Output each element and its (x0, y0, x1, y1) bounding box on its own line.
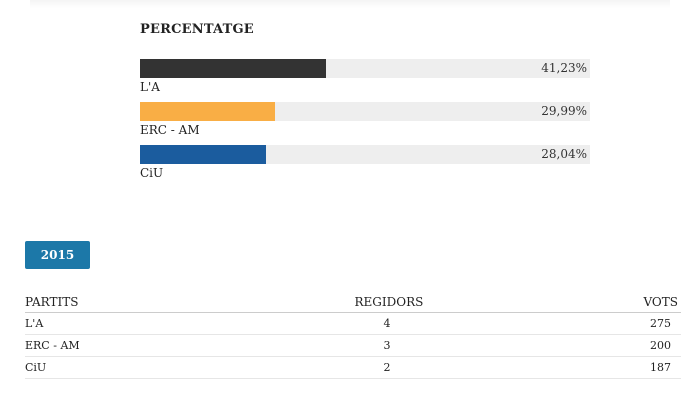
cell-councillors: 3 (266, 334, 578, 357)
bar-track: 41,23% (140, 59, 590, 78)
top-shadow (30, 0, 670, 8)
percentage-panel: PERCENTATGE 41,23% L'A 29,99% ERC - AM (140, 22, 590, 180)
cell-votes: 187 (577, 356, 681, 379)
bar-percent-value: 41,23% (541, 61, 587, 75)
cell-party: ERC - AM (25, 334, 267, 357)
column-header-parties: PARTITS (25, 291, 267, 313)
bar-party-label: CiU (140, 166, 164, 180)
bar-fill (140, 102, 275, 121)
cell-party: CiU (25, 356, 267, 379)
bar-party-label: L'A (140, 80, 160, 94)
table-row: ERC - AM 3 200 (25, 334, 681, 357)
bar-fill (140, 59, 326, 78)
party-bar-item: 41,23% L'A (140, 59, 590, 102)
percentage-heading: PERCENTATGE (140, 22, 254, 37)
bar-track: 29,99% (140, 102, 590, 121)
table-header-row: PARTITS REGIDORS VOTS (25, 291, 681, 313)
table-row: L'A 4 275 (25, 312, 681, 335)
bar-percent-value: 28,04% (541, 147, 587, 161)
bar-track: 28,04% (140, 145, 590, 164)
bar-fill (140, 145, 266, 164)
percentage-bar-list: 41,23% L'A 29,99% ERC - AM 28,04% CiU (140, 59, 590, 188)
year-2015-button[interactable]: 2015 (25, 241, 90, 269)
table-row: CiU 2 187 (25, 356, 681, 379)
cell-councillors: 4 (266, 312, 578, 335)
column-header-votes: VOTS (577, 291, 681, 313)
cell-votes: 275 (577, 312, 681, 335)
results-table-body: L'A 4 275 ERC - AM 3 200 CiU 2 187 (25, 312, 681, 379)
party-bar-item: 28,04% CiU (140, 145, 590, 188)
column-header-councillors: REGIDORS (266, 291, 578, 313)
results-table-header: PARTITS REGIDORS VOTS (25, 291, 681, 313)
cell-votes: 200 (577, 334, 681, 357)
party-bar-item: 29,99% ERC - AM (140, 102, 590, 145)
bar-percent-value: 29,99% (541, 104, 587, 118)
bar-party-label: ERC - AM (140, 123, 200, 137)
results-table: PARTITS REGIDORS VOTS L'A 4 275 ERC - AM… (25, 291, 681, 379)
cell-councillors: 2 (266, 356, 578, 379)
cell-party: L'A (25, 312, 267, 335)
